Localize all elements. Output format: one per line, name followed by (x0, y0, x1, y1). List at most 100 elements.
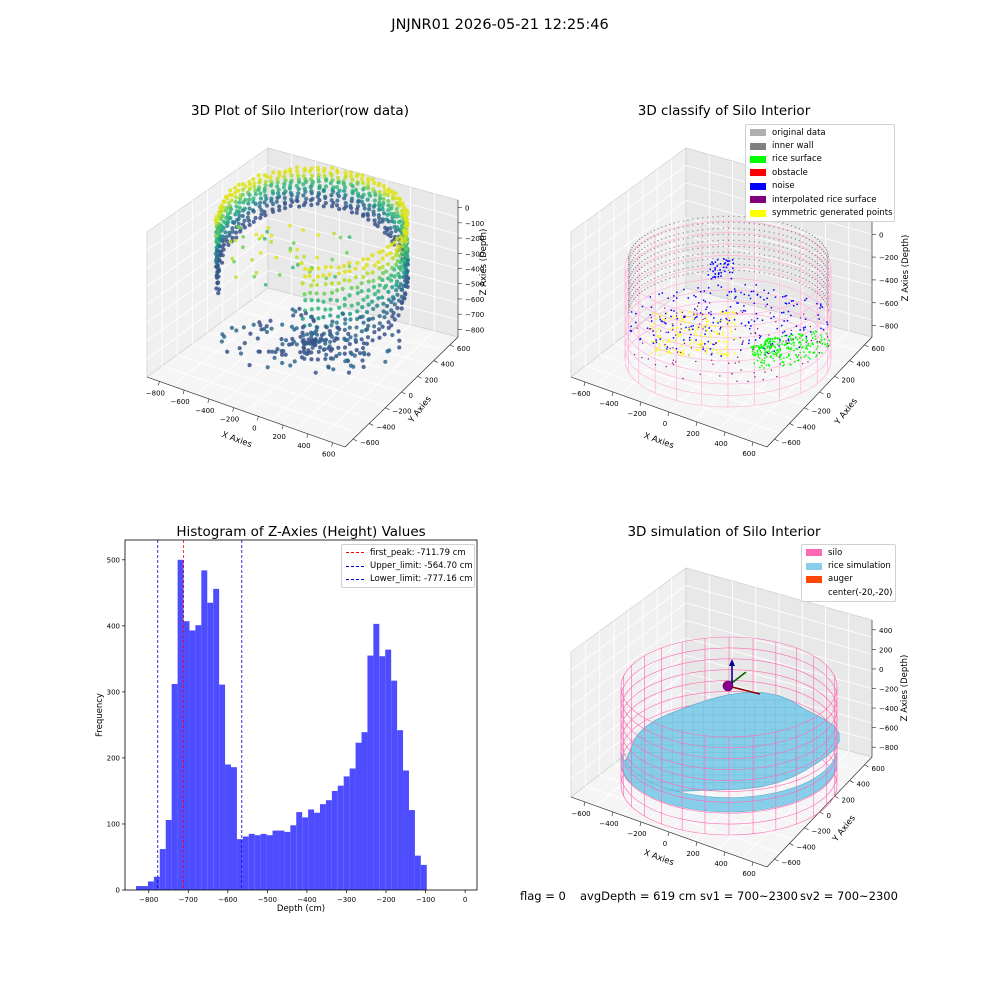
data-point (315, 325, 320, 330)
inner-wall-point (647, 257, 649, 259)
inner-wall-point (634, 248, 636, 251)
rice-surface-point (771, 338, 774, 340)
classify-3d-plot[interactable]: −600−400−2000200400600−600−400−200020040… (500, 0, 1000, 480)
inner-wall-point (758, 223, 761, 225)
x-tick-label: −200 (220, 416, 239, 424)
rice-surface-point (805, 346, 808, 348)
data-point (311, 342, 316, 347)
symmetric-point (694, 341, 696, 344)
symmetric-point (696, 327, 699, 330)
noise-point (756, 293, 759, 296)
data-point (328, 313, 333, 318)
noise-point (683, 316, 685, 319)
symmetric-point (721, 326, 723, 329)
data-point (229, 193, 235, 198)
x-tick (667, 411, 670, 417)
data-point (321, 204, 326, 209)
inner-wall-point (631, 253, 633, 255)
data-point (361, 364, 366, 370)
noise-point (652, 342, 655, 344)
data-point (316, 349, 321, 354)
noise-point (817, 314, 819, 316)
inner-wall-point (644, 270, 646, 273)
interpolated-point (648, 328, 651, 330)
inner-wall-point (636, 294, 638, 296)
inner-wall-point (638, 292, 641, 294)
data-point (364, 341, 370, 346)
inner-wall-point (763, 224, 766, 226)
data-point (343, 201, 348, 206)
symmetric-point (658, 354, 661, 356)
inner-wall-point (743, 252, 745, 254)
interpolated-point (736, 380, 738, 382)
noise-point (725, 317, 727, 320)
data-point (398, 239, 404, 244)
rice-surface-point (811, 342, 814, 345)
interpolated-point (733, 339, 735, 341)
classify-legend: original data inner wall rice surface obsta… (745, 124, 895, 222)
noise-point (816, 302, 818, 305)
noise-point (744, 324, 747, 327)
inner-wall-point (628, 270, 630, 272)
inner-wall-point (743, 234, 745, 236)
data-point (220, 234, 225, 239)
inner-wall-point (790, 255, 793, 257)
rice-surface-point (759, 346, 761, 349)
inner-wall-point (733, 239, 735, 241)
interpolated-point (684, 315, 687, 317)
data-point (316, 179, 321, 184)
symmetric-point (653, 322, 655, 325)
data-point (280, 342, 285, 347)
inner-wall-point (712, 234, 714, 236)
noise-point (695, 339, 697, 341)
data-point (372, 198, 377, 203)
noise-point (709, 292, 712, 294)
raw-axes-box (146, 147, 459, 448)
inner-wall-point (814, 236, 816, 239)
symmetric-point (724, 353, 726, 355)
inner-wall-point (628, 300, 630, 302)
data-point (334, 203, 340, 208)
y-tick-label: −200 (812, 828, 831, 836)
data-point (380, 203, 385, 208)
noise-point (652, 330, 654, 332)
data-point (385, 349, 390, 354)
noise-point (629, 329, 632, 332)
data-point (289, 324, 295, 329)
symmetric-point (705, 352, 707, 354)
data-point (353, 275, 358, 280)
symmetric-point (720, 319, 723, 322)
noise-point (784, 295, 786, 298)
noise-point (740, 322, 743, 325)
inner-wall-point (768, 225, 770, 227)
inner-wall-point (657, 276, 659, 278)
noise-point (694, 317, 697, 319)
noise-point (820, 327, 822, 330)
x-tick (667, 831, 670, 837)
inner-wall-point (826, 257, 828, 259)
interpolated-point (787, 342, 789, 344)
symmetric-point (717, 352, 719, 354)
rice-surface-point (775, 349, 778, 351)
inner-wall-point (763, 272, 766, 274)
inner-wall-point (638, 268, 641, 270)
inner-wall-point (641, 278, 643, 281)
interpolated-point (664, 317, 667, 320)
data-point (259, 208, 264, 213)
inner-wall-point (753, 241, 756, 243)
data-point (402, 231, 407, 236)
data-point (366, 352, 371, 357)
histogram-bar (136, 886, 143, 890)
inner-wall-point (638, 274, 641, 276)
inner-wall-point (777, 263, 780, 265)
data-point (264, 324, 269, 329)
data-point (347, 293, 352, 298)
data-point (338, 235, 343, 240)
raw-3d-plot[interactable]: −800−600−400−2000200400600−600−400−20002… (0, 0, 500, 480)
rice-surface-point (789, 337, 792, 340)
rice-surface-point (797, 359, 800, 362)
rice-surface-point (798, 333, 801, 336)
noise-point (709, 268, 712, 271)
noise-point (695, 295, 697, 298)
simulation-3d-plot[interactable]: −600−400−2000200400600−600−400−200020040… (500, 500, 1000, 890)
